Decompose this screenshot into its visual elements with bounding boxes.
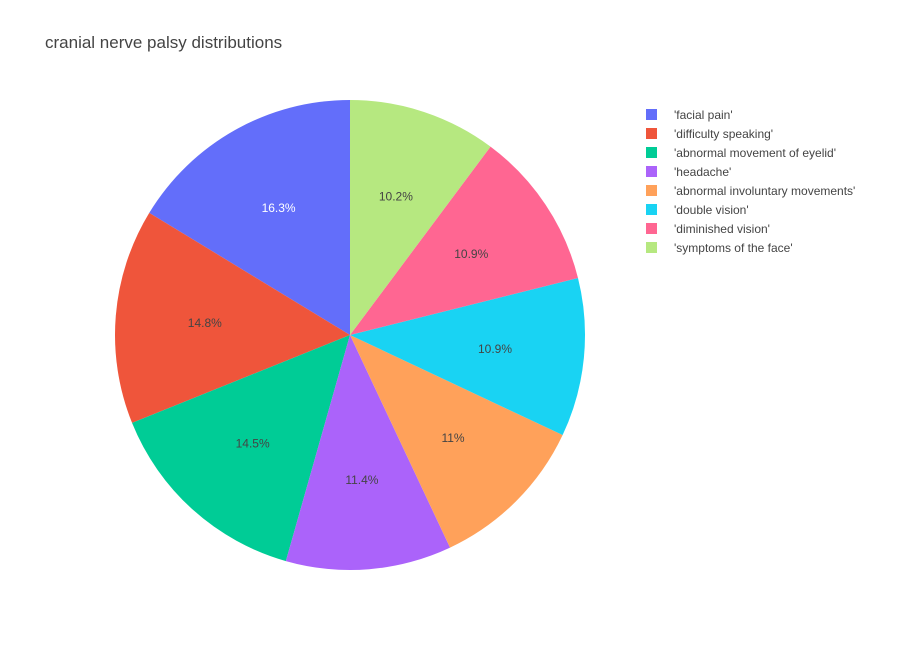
pie-slice[interactable] bbox=[350, 146, 578, 335]
legend-item[interactable]: 'double vision' bbox=[646, 200, 855, 219]
legend-label: 'diminished vision' bbox=[674, 221, 770, 236]
legend-item[interactable]: 'abnormal involuntary movements' bbox=[646, 181, 855, 200]
pie-slice-label: 10.2% bbox=[379, 190, 413, 204]
legend-swatch bbox=[646, 242, 657, 253]
legend: 'facial pain' 'difficulty speaking' 'abnor… bbox=[646, 105, 855, 257]
legend-swatch bbox=[646, 147, 657, 158]
legend-swatch bbox=[646, 109, 657, 120]
legend-label: 'facial pain' bbox=[674, 107, 733, 122]
pie-slice[interactable] bbox=[149, 100, 350, 335]
legend-item[interactable]: 'symptoms of the face' bbox=[646, 238, 855, 257]
pie-slice-label: 16.3% bbox=[262, 201, 296, 215]
legend-swatch bbox=[646, 185, 657, 196]
legend-label: 'headache' bbox=[674, 164, 732, 179]
pie-slice-label: 14.5% bbox=[236, 436, 270, 450]
pie-slice-labels: 16.3% 14.8% 14.5% 11.4% 11% 10.9% 10.9% 10.2% bbox=[188, 190, 513, 487]
legend-label: 'symptoms of the face' bbox=[674, 240, 793, 255]
legend-swatch bbox=[646, 166, 657, 177]
pie-slice[interactable] bbox=[350, 100, 491, 335]
legend-label: 'abnormal movement of eyelid' bbox=[674, 145, 836, 160]
legend-item[interactable]: 'facial pain' bbox=[646, 105, 855, 124]
legend-label: 'double vision' bbox=[674, 202, 749, 217]
pie-slice[interactable] bbox=[115, 212, 350, 423]
legend-swatch bbox=[646, 204, 657, 215]
pie-slices bbox=[115, 100, 585, 570]
legend-item[interactable]: 'headache' bbox=[646, 162, 855, 181]
legend-swatch bbox=[646, 128, 657, 139]
pie-slice[interactable] bbox=[132, 335, 350, 562]
legend-item[interactable]: 'difficulty speaking' bbox=[646, 124, 855, 143]
pie-slice-label: 11% bbox=[441, 431, 464, 445]
pie-slice-label: 14.8% bbox=[188, 316, 222, 330]
pie-slice-label: 11.4% bbox=[345, 473, 378, 487]
chart-title: cranial nerve palsy distributions bbox=[45, 33, 283, 52]
legend-swatch bbox=[646, 223, 657, 234]
pie-slice-label: 10.9% bbox=[478, 342, 512, 356]
pie-slice-label: 10.9% bbox=[454, 247, 488, 261]
pie-slice[interactable] bbox=[350, 335, 563, 548]
legend-item[interactable]: 'abnormal movement of eyelid' bbox=[646, 143, 855, 162]
legend-label: 'difficulty speaking' bbox=[674, 126, 774, 141]
legend-label: 'abnormal involuntary movements' bbox=[674, 183, 856, 198]
legend-item[interactable]: 'diminished vision' bbox=[646, 219, 855, 238]
pie-slice[interactable] bbox=[285, 335, 451, 570]
pie-slice[interactable] bbox=[350, 277, 585, 436]
